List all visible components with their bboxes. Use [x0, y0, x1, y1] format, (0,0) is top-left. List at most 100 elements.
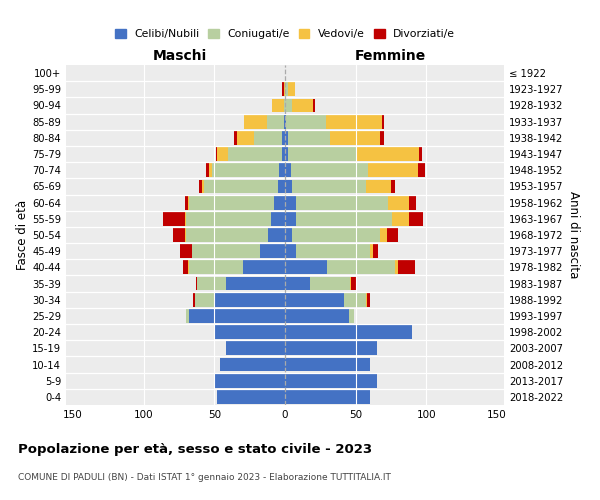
Text: Popolazione per età, sesso e stato civile - 2023: Popolazione per età, sesso e stato civil… — [18, 442, 372, 456]
Bar — [285, 147, 288, 161]
Bar — [285, 82, 288, 96]
Bar — [188, 196, 189, 209]
Bar — [173, 228, 185, 242]
Bar — [326, 115, 382, 128]
Bar — [398, 260, 415, 274]
Bar — [395, 260, 398, 274]
Bar — [350, 276, 352, 290]
Bar — [387, 228, 398, 242]
Bar — [284, 82, 285, 96]
Bar — [391, 180, 395, 194]
Bar — [288, 82, 295, 96]
Bar — [282, 147, 285, 161]
Bar — [185, 212, 186, 226]
Bar — [296, 196, 388, 209]
Bar — [217, 390, 285, 404]
Bar — [285, 228, 292, 242]
Bar — [244, 115, 266, 128]
Bar — [285, 390, 370, 404]
Bar — [209, 164, 212, 177]
Bar — [285, 326, 412, 339]
Bar — [409, 212, 424, 226]
Bar — [286, 115, 326, 128]
Bar — [292, 228, 380, 242]
Bar — [186, 309, 189, 323]
Bar — [285, 98, 292, 112]
Bar — [216, 147, 217, 161]
Bar — [189, 196, 274, 209]
Bar — [214, 293, 285, 306]
Bar — [197, 276, 226, 290]
Bar — [163, 212, 185, 226]
Bar — [186, 212, 271, 226]
Bar — [368, 164, 418, 177]
Bar — [367, 293, 370, 306]
Bar — [274, 196, 285, 209]
Bar — [382, 115, 384, 128]
Y-axis label: Anni di nascita: Anni di nascita — [567, 192, 580, 278]
Bar — [199, 180, 202, 194]
Bar — [296, 244, 370, 258]
Bar — [380, 131, 384, 144]
Bar — [188, 260, 189, 274]
Bar — [284, 115, 285, 128]
Bar — [268, 228, 285, 242]
Bar — [229, 147, 282, 161]
Bar — [217, 147, 229, 161]
Bar — [189, 309, 285, 323]
Bar — [330, 131, 380, 144]
Bar — [272, 98, 284, 112]
Bar — [237, 131, 254, 144]
Bar — [192, 244, 260, 258]
Bar — [183, 260, 188, 274]
Bar — [344, 293, 365, 306]
Bar — [226, 276, 285, 290]
Bar — [373, 244, 378, 258]
Bar — [285, 180, 292, 194]
Bar — [349, 309, 354, 323]
Bar — [185, 228, 186, 242]
Bar — [285, 374, 377, 388]
Bar — [365, 293, 367, 306]
Bar — [181, 244, 192, 258]
Bar — [266, 115, 284, 128]
Bar — [234, 131, 237, 144]
Bar — [392, 212, 409, 226]
Bar — [242, 260, 285, 274]
Bar — [352, 276, 357, 290]
Bar — [212, 164, 280, 177]
Bar — [285, 260, 328, 274]
Bar — [285, 131, 288, 144]
Bar — [206, 164, 209, 177]
Bar — [285, 212, 296, 226]
Bar — [271, 212, 285, 226]
Bar — [193, 293, 194, 306]
Text: COMUNE DI PADULI (BN) - Dati ISTAT 1° gennaio 2023 - Elaborazione TUTTITALIA.IT: COMUNE DI PADULI (BN) - Dati ISTAT 1° ge… — [18, 472, 391, 482]
Text: Maschi: Maschi — [153, 48, 207, 62]
Bar — [282, 82, 284, 96]
Y-axis label: Fasce di età: Fasce di età — [16, 200, 29, 270]
Bar — [290, 164, 368, 177]
Legend: Celibi/Nubili, Coniugati/e, Vedovi/e, Divorziati/e: Celibi/Nubili, Coniugati/e, Vedovi/e, Di… — [110, 24, 460, 44]
Bar — [288, 147, 356, 161]
Bar — [328, 260, 395, 274]
Bar — [285, 342, 377, 355]
Bar — [288, 131, 330, 144]
Bar — [285, 115, 286, 128]
Bar — [214, 374, 285, 388]
Bar — [285, 358, 370, 372]
Bar — [202, 180, 205, 194]
Bar — [214, 326, 285, 339]
Bar — [409, 196, 416, 209]
Bar — [278, 180, 285, 194]
Bar — [189, 260, 242, 274]
Bar — [194, 293, 214, 306]
Bar — [380, 228, 387, 242]
Bar — [285, 309, 349, 323]
Bar — [254, 131, 282, 144]
Bar — [388, 196, 409, 209]
Bar — [365, 180, 391, 194]
Bar — [292, 98, 313, 112]
Bar — [282, 131, 285, 144]
Bar — [285, 276, 310, 290]
